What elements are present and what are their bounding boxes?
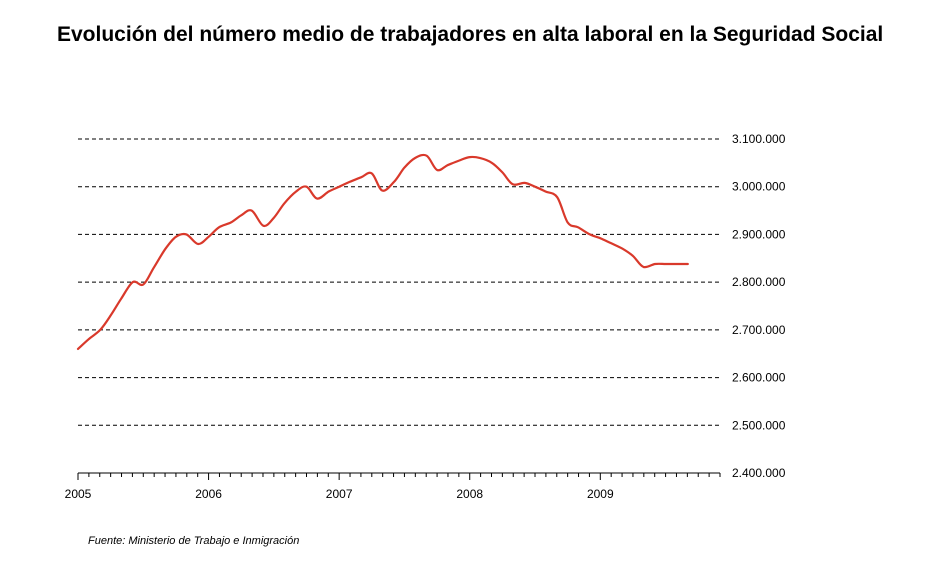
y-tick-label: 2.500.000 (732, 418, 786, 432)
y-tick-label: 2.700.000 (732, 323, 786, 337)
series-line (76, 153, 689, 350)
x-tick-label: 2006 (195, 487, 222, 501)
chart-title: Evolución del número medio de trabajador… (57, 23, 884, 46)
x-axis (77, 472, 721, 480)
x-tick-label: 2007 (326, 487, 353, 501)
y-tick-label: 2.900.000 (732, 227, 786, 241)
y-tick-label: 2.600.000 (732, 371, 786, 385)
y-tick-label: 3.000.000 (732, 180, 786, 194)
x-tick-label: 2008 (456, 487, 483, 501)
series-group (76, 153, 689, 350)
y-tick-label: 3.100.000 (732, 132, 786, 146)
x-tick-label: 2005 (65, 487, 92, 501)
y-tick-label: 2.400.000 (732, 466, 786, 480)
source-note: Fuente: Ministerio de Trabajo e Inmigrac… (88, 535, 300, 547)
y-axis-labels: 2.400.000 2.500.000 2.600.000 2.700.000 2.80… (732, 132, 786, 480)
x-tick-label: 2009 (587, 487, 614, 501)
y-tick-label: 2.800.000 (732, 275, 786, 289)
x-axis-labels: 2005 2006 2007 2008 2009 (65, 487, 614, 501)
grid-lines (78, 138, 720, 426)
